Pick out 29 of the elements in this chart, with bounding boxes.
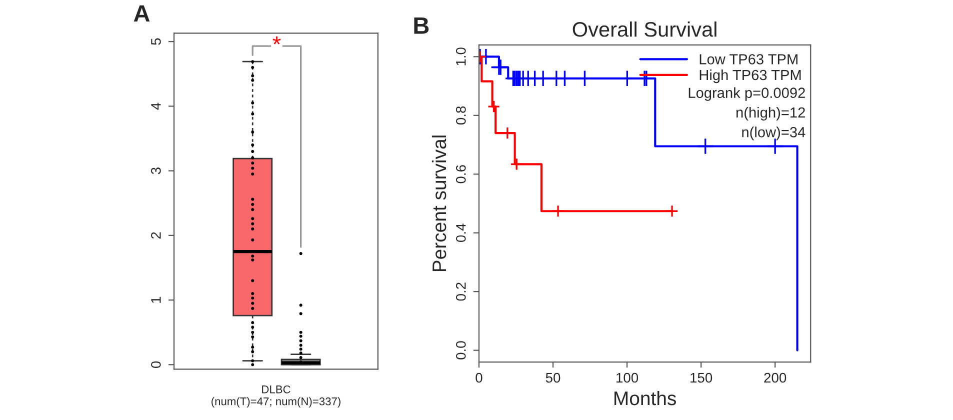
y-tick-label: 1.0 [456, 48, 466, 66]
x-tick-label: 150 [690, 372, 712, 383]
annotation: * [272, 36, 281, 44]
x-tick-label: 50 [546, 372, 560, 383]
text: B [414, 17, 429, 34]
y-tick-label: 0 [151, 361, 161, 368]
x-axis-title: Months [614, 390, 676, 406]
y-tick-label: 0.2 [456, 282, 466, 301]
chart-title: Overall Survival [572, 22, 716, 37]
y-tick-label: 0.6 [456, 165, 466, 184]
y-tick-label: 4 [151, 102, 161, 110]
y-tick-label: 0.0 [456, 341, 466, 360]
legend-label: High TP63 TPM [700, 69, 801, 84]
y-axis-title: Percent survival [432, 136, 446, 272]
y-tick-label: 3 [151, 168, 161, 174]
text: A [134, 5, 150, 22]
x-axis-title: DLBC (num(T)=47; num(N)=337) [212, 385, 340, 408]
y-tick-label: 2 [151, 232, 161, 239]
x-tick-label: 100 [616, 372, 638, 383]
y-tick-label: 1 [151, 296, 161, 303]
legend-label: Low TP63 TPM [700, 54, 798, 64]
x-tick-label: 0 [476, 372, 482, 383]
annotation: Logrank p=0.0092 [688, 87, 805, 101]
annotation: n(low)=34 [742, 126, 806, 140]
y-tick-label: 0.8 [456, 106, 466, 125]
y-tick-label: 5 [151, 38, 161, 45]
annotation: n(high)=12 [736, 106, 805, 121]
x-tick-label: 200 [764, 372, 786, 383]
y-tick-label: 0.4 [456, 224, 466, 242]
